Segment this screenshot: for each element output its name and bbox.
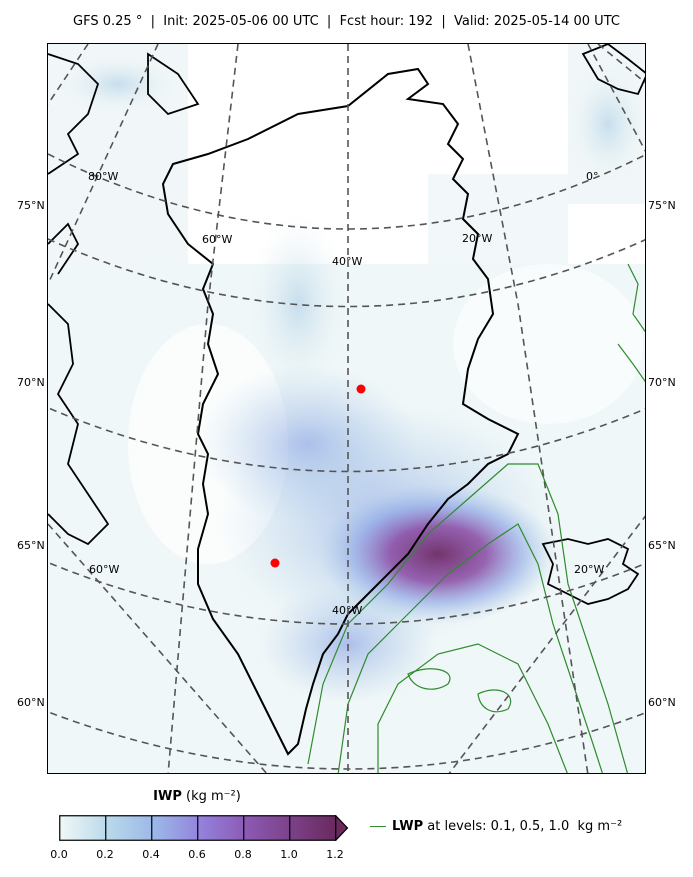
lat-label-70n-right: 70°N (648, 376, 676, 389)
colorbar-tick: 0.2 (96, 848, 114, 861)
lat-label-70n-left: 70°N (17, 376, 45, 389)
iceland-coastline (541, 538, 640, 605)
red-marker (356, 384, 366, 394)
colorbar-tick: 0.6 (188, 848, 206, 861)
lat-label-65n-left: 65°N (17, 539, 45, 552)
lon-label-60w-bottom: 60°W (89, 563, 119, 576)
colorbar-title: IWP (kg m⁻²) (59, 789, 335, 804)
legend-variable: LWP (392, 819, 424, 834)
colorbar-tick: 1.0 (280, 848, 298, 861)
iwp-shading (48, 44, 645, 773)
map-canvas: 80°W 60°W 40°W 20°W 0° 60°W 40°W 20°W (48, 44, 645, 773)
lat-label-65n-right: 65°N (648, 539, 676, 552)
lon-label-20w-bottom: 20°W (574, 563, 604, 576)
colorbar-svg (59, 814, 349, 842)
colorbar-title-units: (kg m⁻²) (186, 789, 241, 804)
red-marker (270, 558, 280, 568)
legend-text: at levels: 0.1, 0.5, 1.0 kg m⁻² (423, 819, 623, 834)
colorbar-title-variable: IWP (153, 789, 182, 804)
colorbar-tick: 0.4 (142, 848, 160, 861)
lwp-legend: LWP at levels: 0.1, 0.5, 1.0 kg m⁻² (370, 819, 622, 834)
lon-label-60w-top: 60°W (202, 233, 232, 246)
lon-label-40w-bottom: 40°W (332, 604, 362, 617)
lat-label-60n-right: 60°N (648, 696, 676, 709)
colorbar-extend-arrow (335, 814, 349, 842)
greenland-coastline (161, 67, 520, 756)
map-panel: 80°W 60°W 40°W 20°W 0° 60°W 40°W 20°W (47, 43, 646, 774)
svalbard-coastline (581, 44, 645, 96)
lon-label-20w-top: 20°W (462, 232, 492, 245)
legend-line-swatch (370, 826, 386, 827)
graticule (48, 44, 645, 773)
lat-label-60n-left: 60°N (17, 696, 45, 709)
lat-label-75n-right: 75°N (648, 199, 676, 212)
lat-label-75n-left: 75°N (17, 199, 45, 212)
lon-label-80w: 80°W (88, 170, 118, 183)
lon-label-40w-top: 40°W (332, 255, 362, 268)
figure-title: GFS 0.25 ° | Init: 2025-05-06 00 UTC | F… (73, 14, 620, 29)
colorbar-tick: 1.2 (326, 848, 344, 861)
colorbar-tick: 0.8 (234, 848, 252, 861)
canada-coastline (48, 52, 200, 546)
lon-label-0: 0° (586, 170, 599, 183)
colorbar (59, 814, 349, 842)
colorbar-tick: 0.0 (50, 848, 68, 861)
